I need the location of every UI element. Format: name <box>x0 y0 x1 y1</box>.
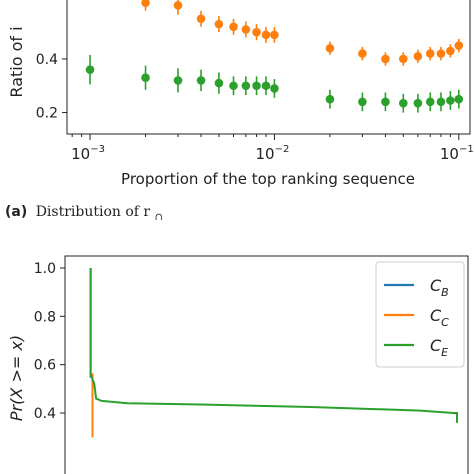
y-tick-label: 0.8 <box>34 309 56 325</box>
data-point <box>229 22 238 32</box>
caption-a: (a) Distribution of r ∩ <box>5 204 163 223</box>
y-tick-label: 0.6 <box>34 358 56 374</box>
x-tick-label: 10−1 <box>440 144 474 163</box>
data-point <box>413 51 423 61</box>
series-line <box>89 268 458 423</box>
data-point <box>173 1 183 10</box>
data-point <box>399 98 408 108</box>
panel-b-y-axis-label: Pr(X >= x) <box>7 335 26 421</box>
panel-a-y-ticks: 0.2 0.4 <box>36 52 67 122</box>
data-point <box>270 84 279 93</box>
x-tick-label: 10−3 <box>71 144 105 163</box>
legend-frame <box>375 261 465 368</box>
data-point <box>196 76 206 85</box>
data-point <box>196 14 206 24</box>
data-point <box>358 97 367 107</box>
data-point <box>229 81 238 91</box>
data-point <box>436 49 446 58</box>
x-tick-label: 10−2 <box>256 144 290 163</box>
data-point <box>252 81 261 91</box>
data-point <box>252 27 261 37</box>
panel-a-data-points <box>85 0 464 113</box>
panel-a-axes-frame <box>66 0 471 135</box>
data-point <box>141 73 150 83</box>
caption-a-prefix: (a) <box>5 204 27 220</box>
data-point <box>141 0 150 7</box>
panel-a-x-ticks: 10−3 10−2 10−1 <box>71 134 474 163</box>
caption-a-subscript: ∩ <box>155 212 163 223</box>
data-point <box>381 97 390 107</box>
data-point <box>214 19 224 29</box>
data-point <box>454 41 464 50</box>
data-point <box>261 81 271 91</box>
legend-label: CC <box>430 306 449 329</box>
legend-label: CE <box>430 336 448 359</box>
data-point <box>425 49 435 58</box>
data-point <box>261 30 271 40</box>
panel-b-lines <box>89 268 458 438</box>
y-tick-label: 1.0 <box>34 261 56 277</box>
panel-a-y-axis-label: Ratio of i <box>7 26 26 97</box>
data-point <box>241 25 251 34</box>
data-point <box>446 96 455 105</box>
data-point <box>325 43 335 53</box>
caption-a-text: Distribution of r <box>36 204 151 220</box>
data-point <box>173 76 183 85</box>
data-point <box>399 54 408 64</box>
legend-label: CB <box>430 276 449 299</box>
data-point <box>425 97 435 107</box>
data-point <box>270 30 279 40</box>
data-point <box>241 81 251 91</box>
y-tick-label: 0.2 <box>36 106 58 122</box>
panel-b-legend: CB CC CE <box>375 261 465 368</box>
panel-b: Pr(X >= x) 0.4 0.6 0.8 1.0 CB CC CE <box>7 255 469 474</box>
panel-a-x-axis-label: Proportion of the top ranking sequence <box>121 170 415 188</box>
data-point <box>446 46 455 56</box>
y-tick-label: 0.4 <box>34 406 56 422</box>
panel-b-y-ticks: 0.4 0.6 0.8 1.0 <box>34 261 65 422</box>
data-point <box>85 65 95 74</box>
data-point <box>413 98 423 108</box>
data-point <box>436 97 446 107</box>
data-point <box>454 94 464 104</box>
data-point <box>325 94 335 104</box>
y-tick-label: 0.4 <box>36 52 58 68</box>
data-point <box>358 49 367 58</box>
data-point <box>381 54 390 64</box>
panel-a: Ratio of i 0.2 0.4 10−3 10−2 10−1 Proportio… <box>7 0 474 188</box>
data-point <box>214 78 224 88</box>
